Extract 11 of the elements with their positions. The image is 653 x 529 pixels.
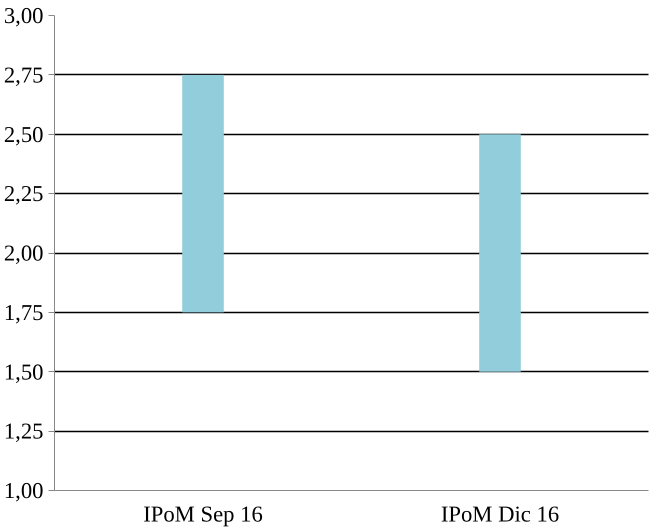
- y-tick-label: 1,50: [4, 359, 44, 384]
- y-tick-label: 2,75: [4, 62, 44, 88]
- y-tick-label: 1,75: [4, 300, 44, 325]
- y-tick-label: 2,25: [4, 181, 44, 206]
- y-tick-label: 2,00: [4, 240, 44, 266]
- y-tick-label: 1,25: [4, 418, 44, 444]
- y-tick-label: 1,00: [4, 478, 44, 503]
- y-tick-label: 2,50: [4, 122, 44, 147]
- y-tick-label: 3,00: [4, 3, 44, 28]
- x-tick-label: IPoM Sep 16: [143, 502, 263, 526]
- x-tick-label: IPoM Dic 16: [440, 502, 560, 526]
